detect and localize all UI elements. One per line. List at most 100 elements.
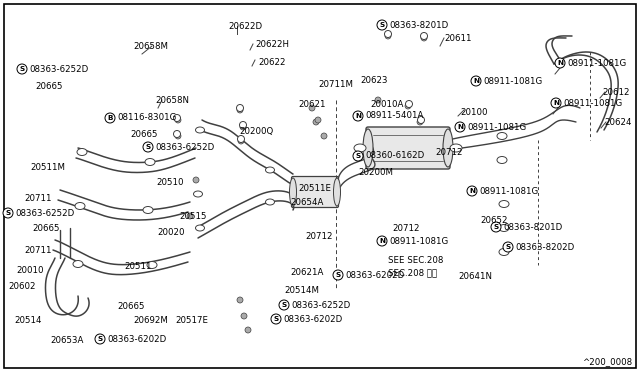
Circle shape (239, 122, 246, 128)
Circle shape (385, 33, 391, 39)
Circle shape (377, 20, 387, 30)
Text: 20020: 20020 (157, 228, 184, 237)
Circle shape (143, 142, 153, 152)
Text: 20510: 20510 (156, 178, 184, 187)
Text: 08911-1081G: 08911-1081G (479, 186, 538, 196)
Text: 20515: 20515 (179, 212, 207, 221)
Circle shape (240, 124, 246, 130)
Text: 20712: 20712 (305, 232, 333, 241)
Text: 20711: 20711 (24, 246, 51, 255)
Text: SEE SEC.208: SEE SEC.208 (388, 256, 444, 265)
Text: 20612: 20612 (602, 88, 630, 97)
Text: 08363-6202D: 08363-6202D (283, 314, 342, 324)
Text: 20010: 20010 (16, 266, 44, 275)
Ellipse shape (354, 144, 366, 152)
Circle shape (17, 64, 27, 74)
Circle shape (417, 116, 424, 124)
Circle shape (279, 300, 289, 310)
Text: 08363-6252D: 08363-6252D (29, 64, 88, 74)
Text: 20665: 20665 (32, 224, 60, 233)
Text: 20602: 20602 (8, 282, 35, 291)
Circle shape (315, 117, 321, 123)
Circle shape (241, 313, 247, 319)
Text: S: S (5, 210, 11, 216)
Circle shape (237, 107, 243, 113)
Text: N: N (457, 124, 463, 130)
Circle shape (421, 35, 427, 41)
Circle shape (237, 135, 244, 142)
Text: 20200Q: 20200Q (239, 127, 273, 136)
Text: 20712: 20712 (435, 148, 463, 157)
Text: S: S (355, 153, 360, 159)
Text: N: N (379, 238, 385, 244)
Text: 20665: 20665 (130, 130, 157, 139)
Text: N: N (473, 78, 479, 84)
Circle shape (321, 133, 327, 139)
Text: S: S (506, 244, 511, 250)
Circle shape (173, 131, 180, 138)
Ellipse shape (499, 248, 509, 256)
Ellipse shape (497, 132, 507, 140)
Circle shape (309, 105, 315, 111)
Circle shape (238, 138, 244, 144)
Text: S: S (493, 224, 499, 230)
Text: SEC.208 安全: SEC.208 安全 (388, 268, 437, 277)
Circle shape (406, 100, 413, 108)
Ellipse shape (363, 129, 373, 167)
Text: 08363-6252D: 08363-6252D (291, 301, 350, 310)
Text: 20711: 20711 (24, 194, 51, 203)
Text: 08363-6252D: 08363-6252D (155, 142, 214, 151)
Text: S: S (273, 316, 278, 322)
Ellipse shape (195, 127, 205, 133)
Text: 20200M: 20200M (358, 168, 393, 177)
Ellipse shape (266, 167, 275, 173)
Text: 08911-5401A: 08911-5401A (365, 112, 424, 121)
Ellipse shape (77, 148, 87, 155)
Text: 08911-1081G: 08911-1081G (483, 77, 542, 86)
Circle shape (503, 242, 513, 252)
Text: 20010A: 20010A (370, 100, 403, 109)
Ellipse shape (333, 178, 340, 206)
Text: 20665: 20665 (35, 82, 63, 91)
Text: 20514M: 20514M (284, 286, 319, 295)
Text: 20665: 20665 (117, 302, 145, 311)
Text: S: S (19, 66, 24, 72)
Text: 08116-8301G: 08116-8301G (117, 113, 177, 122)
Ellipse shape (193, 191, 202, 197)
Text: 20611: 20611 (444, 34, 472, 43)
Circle shape (237, 297, 243, 303)
FancyBboxPatch shape (291, 176, 339, 208)
Text: 20621: 20621 (298, 100, 326, 109)
Circle shape (271, 314, 281, 324)
Ellipse shape (75, 202, 85, 209)
Ellipse shape (443, 129, 453, 167)
Text: ^200_0008: ^200_0008 (582, 357, 632, 366)
Circle shape (405, 103, 411, 109)
Text: 20511: 20511 (124, 262, 152, 271)
Ellipse shape (289, 178, 296, 206)
Circle shape (555, 58, 565, 68)
Circle shape (377, 236, 387, 246)
Text: B: B (108, 115, 113, 121)
FancyBboxPatch shape (366, 127, 450, 169)
Circle shape (3, 208, 13, 218)
Text: 20622: 20622 (258, 58, 285, 67)
Circle shape (95, 334, 105, 344)
Ellipse shape (147, 262, 157, 269)
Text: 08363-8202D: 08363-8202D (515, 243, 574, 251)
Ellipse shape (450, 144, 462, 152)
Text: 20654A: 20654A (290, 198, 323, 207)
Ellipse shape (145, 158, 155, 166)
Text: 08360-6162D: 08360-6162D (365, 151, 424, 160)
Circle shape (491, 222, 501, 232)
Circle shape (245, 327, 251, 333)
Text: 08363-8201D: 08363-8201D (389, 20, 448, 29)
Text: 20622D: 20622D (228, 22, 262, 31)
Circle shape (313, 119, 319, 125)
Text: 20624: 20624 (604, 118, 632, 127)
Text: S: S (145, 144, 150, 150)
Ellipse shape (499, 201, 509, 208)
Text: S: S (97, 336, 102, 342)
Circle shape (333, 270, 343, 280)
Text: 20658N: 20658N (155, 96, 189, 105)
